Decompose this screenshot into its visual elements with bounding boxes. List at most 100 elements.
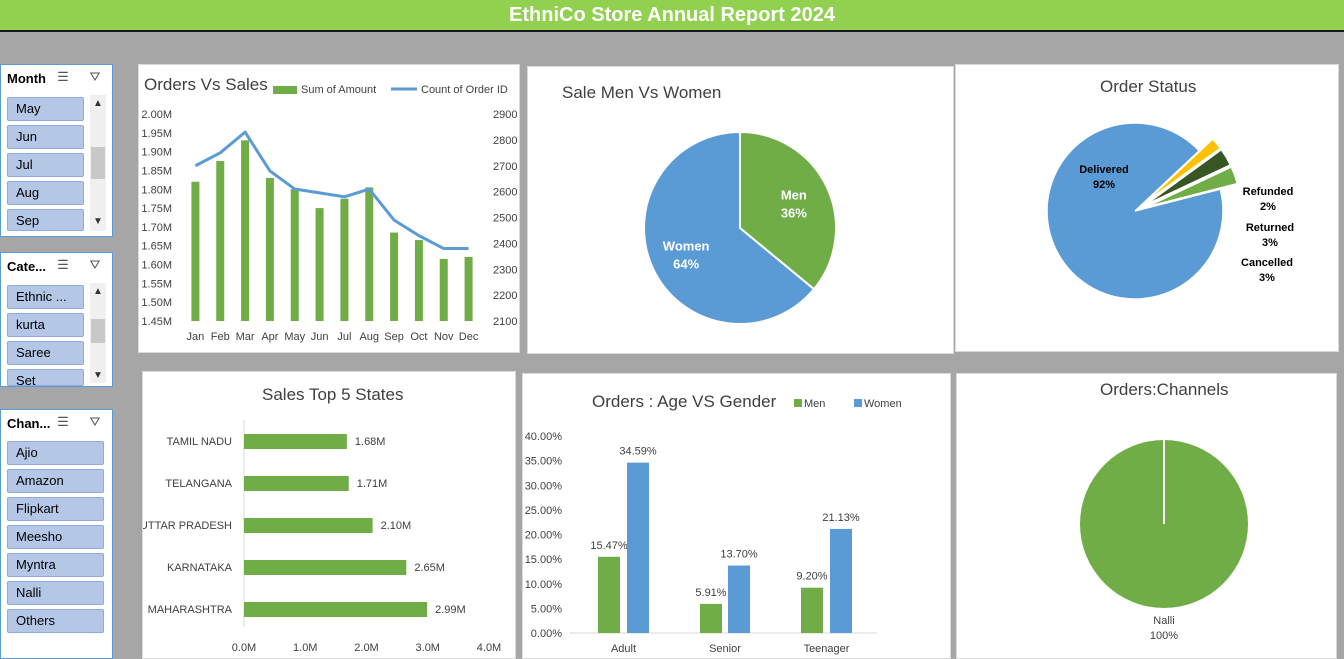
state-label: MAHARASHTRA [148, 604, 233, 616]
state-bar [244, 476, 349, 491]
legend-label-orders: Count of Order ID [421, 84, 508, 96]
slicer-item-channel[interactable]: Myntra [7, 553, 104, 577]
left-tick-label: 1.45M [141, 316, 172, 328]
slicer-item-month[interactable]: Sep [7, 209, 84, 231]
state-value-label: 1.71M [357, 478, 388, 490]
x-tick-label: Jul [337, 331, 351, 343]
x-tick-label: Sep [384, 331, 404, 343]
legend-label-amount: Sum of Amount [301, 84, 376, 96]
slicer-item-category[interactable]: kurta [7, 313, 84, 337]
slicer-item-channel[interactable]: Flipkart [7, 497, 104, 521]
top-states-title: Sales Top 5 States [262, 385, 404, 404]
scroll-up-icon[interactable]: ▲ [93, 98, 103, 109]
x-tick-label: 4.0M [477, 642, 501, 654]
pie-slice-cancelled [1145, 165, 1239, 208]
y-tick-label: 5.00% [531, 603, 562, 615]
scroll-down-icon[interactable]: ▼ [93, 216, 103, 227]
clear-filter-icon[interactable]: ⛛ [89, 414, 101, 429]
multi-select-icon[interactable]: ☰ [57, 414, 69, 429]
slicer-item-month[interactable]: Aug [7, 181, 84, 205]
bar-value-label: 13.70% [720, 549, 758, 561]
top-states-panel[interactable]: Sales Top 5 States TAMIL NADU 1.68M TELANG… [142, 371, 516, 659]
category-slicer: Cate... ☰ ⛛ ▲ ▼ Ethnic ... kurta Saree S… [0, 252, 113, 387]
right-tick-label: 2200 [493, 290, 517, 302]
clear-filter-icon[interactable]: ⛛ [89, 257, 101, 272]
pie-slice-returned [1144, 148, 1232, 206]
channels-panel[interactable]: Orders:Channels Nalli 100% [956, 373, 1337, 659]
slicer-item-channel[interactable]: Others [7, 609, 104, 633]
age-gender-panel[interactable]: Orders : Age VS Gender Men Women 40.00% 3… [522, 373, 951, 659]
slicer-item-month[interactable]: May [7, 97, 84, 121]
legend-label-men: Men [804, 398, 825, 410]
state-value-label: 2.65M [414, 562, 445, 574]
month-slicer-scrollbar[interactable]: ▲ ▼ [90, 95, 106, 231]
slicer-item-channel[interactable]: Meesho [7, 525, 104, 549]
slice-label: Delivered [1079, 164, 1129, 176]
left-tick-label: 1.65M [141, 241, 172, 253]
slicer-item-channel[interactable]: Amazon [7, 469, 104, 493]
clear-filter-icon[interactable]: ⛛ [89, 69, 101, 84]
state-label: TAMIL NADU [167, 436, 232, 448]
right-tick-label: 2900 [493, 109, 517, 121]
scroll-up-icon[interactable]: ▲ [93, 286, 103, 297]
right-tick-label: 2300 [493, 264, 517, 276]
slicer-item-category[interactable]: Ethnic ... [7, 285, 84, 309]
sales-bar [439, 258, 448, 321]
sales-bar [414, 240, 423, 321]
slicer-item-category[interactable]: Set [7, 369, 84, 386]
slicer-item-channel[interactable]: Ajio [7, 441, 104, 465]
left-tick-label: 2.00M [141, 109, 172, 121]
men-women-title: Sale Men Vs Women [562, 83, 722, 102]
left-tick-label: 1.60M [141, 260, 172, 272]
sales-bar [216, 161, 225, 321]
report-title: EthniCo Store Annual Report 2024 [0, 0, 1344, 32]
state-label: TELANGANA [165, 478, 232, 490]
orders-vs-sales-panel[interactable]: Orders Vs Sales Sum of Amount Count of O… [138, 64, 520, 353]
right-tick-label: 2700 [493, 161, 517, 173]
y-tick-label: 20.00% [525, 530, 563, 542]
legend-swatch-women [854, 399, 862, 407]
y-tick-label: 15.00% [525, 554, 563, 566]
state-bar [244, 434, 347, 449]
channel-slicer: Chan... ☰ ⛛ Ajio Amazon Flipkart Meesho … [0, 409, 113, 659]
category-slicer-header: Cate... [7, 259, 47, 274]
slice-value-label: 3% [1262, 237, 1278, 249]
channels-title: Orders:Channels [1100, 380, 1229, 399]
right-tick-label: 2100 [493, 316, 517, 328]
right-tick-label: 2600 [493, 187, 517, 199]
category-slicer-scrollbar[interactable]: ▲ ▼ [90, 283, 106, 383]
men-women-panel[interactable]: Sale Men Vs Women Men 36% Women 64% [527, 66, 954, 354]
x-tick-label: 0.0M [232, 642, 256, 654]
age-gender-bar [801, 587, 823, 633]
bar-value-label: 9.20% [796, 571, 827, 583]
slicer-item-category[interactable]: Saree [7, 341, 84, 365]
sales-bar [365, 187, 374, 321]
left-tick-label: 1.75M [141, 203, 172, 215]
order-status-panel[interactable]: Order Status Delivered 92% Refunded 2% Retur… [955, 64, 1339, 352]
sales-bar [315, 208, 324, 321]
slicer-item-channel[interactable]: Nalli [7, 581, 104, 605]
sales-bar [191, 181, 200, 321]
top-states-chart: TAMIL NADU 1.68M TELANGANA 1.71M UTTAR PRADE… [143, 420, 501, 654]
channels-pie: Nalli 100% [1080, 440, 1248, 642]
x-tick-label: Jan [187, 331, 205, 343]
sales-bar [290, 189, 299, 321]
slicer-item-month[interactable]: Jun [7, 125, 84, 149]
age-gender-bar [598, 556, 620, 633]
x-tick-label: May [284, 331, 305, 343]
state-bar [244, 560, 407, 575]
legend-label-women: Women [864, 398, 902, 410]
x-tick-label: Feb [211, 331, 230, 343]
y-tick-label: 0.00% [531, 628, 562, 640]
scroll-down-icon[interactable]: ▼ [93, 370, 103, 381]
age-gender-bar [627, 462, 649, 633]
multi-select-icon[interactable]: ☰ [57, 257, 69, 272]
x-tick-label: Jun [311, 331, 329, 343]
age-gender-title: Orders : Age VS Gender [592, 392, 777, 411]
x-tick-label: 2.0M [354, 642, 378, 654]
order-status-title: Order Status [1100, 77, 1197, 96]
sales-bar [390, 232, 399, 321]
slicer-item-month[interactable]: Jul [7, 153, 84, 177]
left-tick-label: 1.55M [141, 278, 172, 290]
multi-select-icon[interactable]: ☰ [57, 69, 69, 84]
